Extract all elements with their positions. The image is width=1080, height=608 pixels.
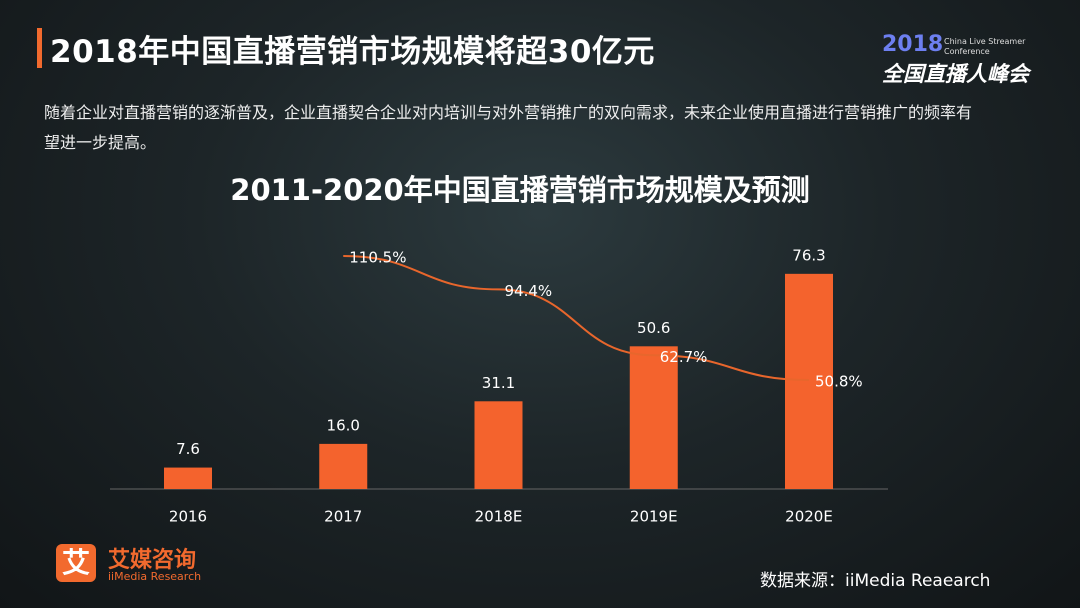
brand-name: 艾媒咨询: [108, 548, 197, 573]
slide-title: 2018年中国直播营销市场规模将超30亿元: [50, 34, 655, 70]
growth-line: [343, 254, 810, 381]
x-tick-label: 2018E: [475, 508, 523, 526]
value-label: 31.1: [482, 374, 515, 392]
value-label: 50.8%: [815, 372, 863, 390]
value-label: 7.6: [176, 440, 200, 458]
source: 数据来源：iiMedia Reaearch: [760, 571, 991, 591]
brand-english: iiMedia Research: [108, 570, 202, 583]
x-tick-label: 2017: [324, 508, 362, 526]
value-label: 62.7%: [660, 348, 708, 366]
value-label: 110.5%: [349, 248, 406, 266]
value-label: 16.0: [327, 416, 360, 434]
logo-english: China Live Streamer Conference: [944, 37, 1026, 56]
x-tick-label: 2016: [169, 508, 207, 526]
brand-icon: 艾: [56, 544, 96, 582]
bar: [474, 401, 523, 489]
logo-chinese: 全国直播人峰会: [882, 62, 1029, 86]
bar: [164, 467, 212, 489]
value-label: 94.4%: [505, 282, 553, 300]
title-accent: [37, 28, 42, 68]
chart-title: 2011-2020年中国直播营销市场规模及预测: [230, 173, 809, 207]
value-label: 50.6: [637, 319, 670, 337]
x-tick-label: 2019E: [630, 508, 678, 526]
bar: [785, 273, 833, 489]
logo-year: 2018: [882, 32, 944, 57]
bar: [629, 346, 678, 489]
bar: [319, 443, 368, 489]
value-label: 76.3: [792, 246, 825, 264]
description: 随着企业对直播营销的逐渐普及，企业直播契合企业对内培训与对外营销推广的双向需求，…: [44, 103, 973, 152]
x-tick-label: 2020E: [785, 508, 833, 526]
